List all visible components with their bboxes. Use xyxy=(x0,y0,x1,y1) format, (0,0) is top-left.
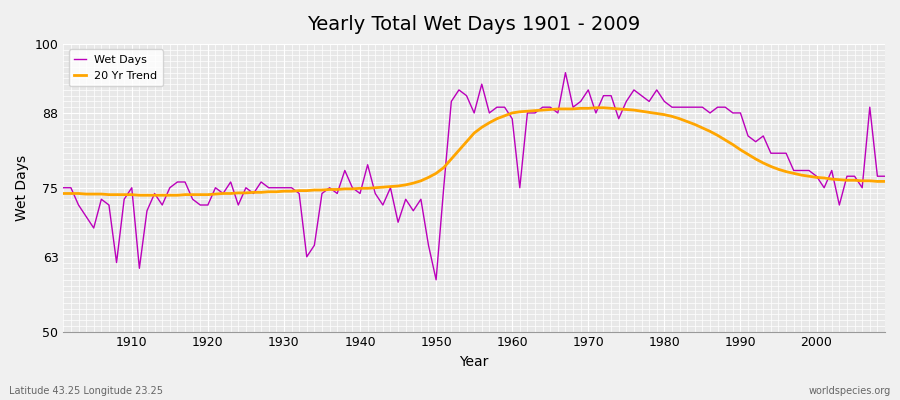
Wet Days xyxy=(119,197,130,202)
Text: Latitude 43.25 Longitude 23.25: Latitude 43.25 Longitude 23.25 xyxy=(9,386,163,396)
Wet Days xyxy=(515,185,526,190)
20 Yr Trend xyxy=(879,179,890,184)
20 Yr Trend xyxy=(293,188,304,193)
Wet Days xyxy=(879,174,890,179)
Text: worldspecies.org: worldspecies.org xyxy=(809,386,891,396)
Wet Days xyxy=(332,191,343,196)
Wet Days xyxy=(560,70,571,75)
Legend: Wet Days, 20 Yr Trend: Wet Days, 20 Yr Trend xyxy=(68,50,163,86)
X-axis label: Year: Year xyxy=(460,355,489,369)
Y-axis label: Wet Days: Wet Days xyxy=(15,155,29,221)
20 Yr Trend xyxy=(590,105,601,110)
20 Yr Trend xyxy=(58,191,68,196)
Wet Days xyxy=(431,277,442,282)
20 Yr Trend xyxy=(613,106,624,111)
Line: Wet Days: Wet Days xyxy=(63,73,885,280)
Wet Days xyxy=(613,116,624,121)
Wet Days xyxy=(58,185,68,190)
Wet Days xyxy=(507,116,517,121)
20 Yr Trend xyxy=(339,186,350,191)
20 Yr Trend xyxy=(119,192,130,197)
20 Yr Trend xyxy=(134,193,145,198)
Line: 20 Yr Trend: 20 Yr Trend xyxy=(63,108,885,195)
20 Yr Trend xyxy=(507,110,517,115)
Title: Yearly Total Wet Days 1901 - 2009: Yearly Total Wet Days 1901 - 2009 xyxy=(308,15,641,34)
Wet Days xyxy=(286,185,297,190)
20 Yr Trend xyxy=(515,109,526,114)
